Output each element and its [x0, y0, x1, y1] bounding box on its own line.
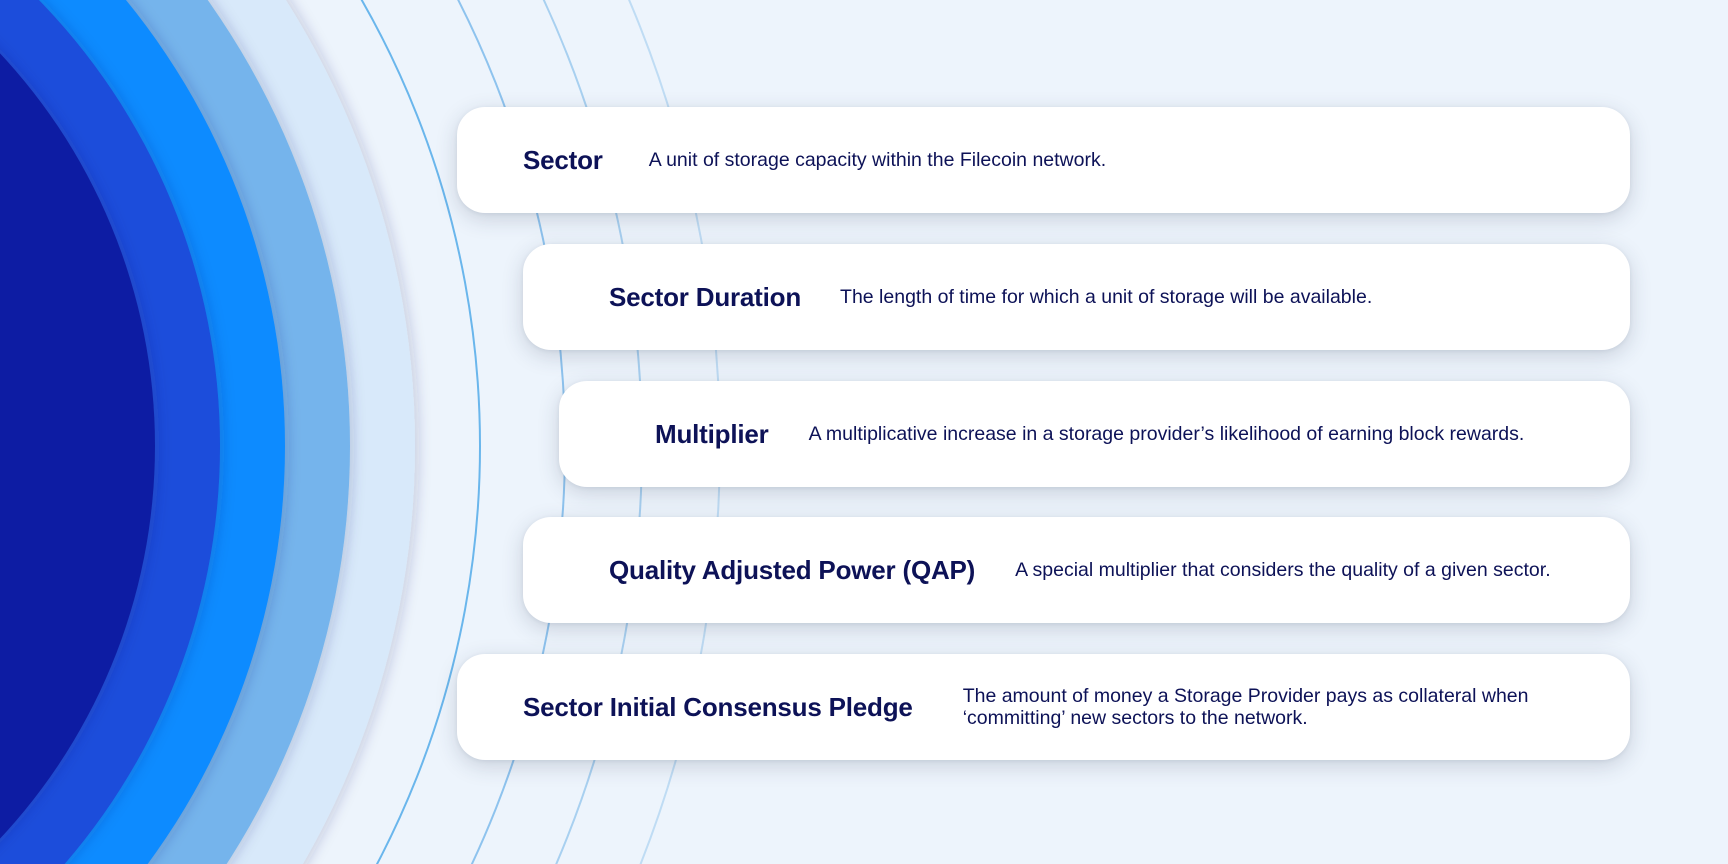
- glossary-card-multiplier: Multiplier A multiplicative increase in …: [559, 381, 1630, 487]
- term-label: Sector Initial Consensus Pledge: [523, 691, 913, 722]
- ring-darkest: [0, 53, 155, 839]
- glossary-card-initial-consensus-pledge: Sector Initial Consensus Pledge The amou…: [457, 654, 1630, 760]
- term-label: Sector Duration: [609, 281, 802, 312]
- term-description: A multiplicative increase in a storage p…: [808, 423, 1525, 445]
- term-label: Sector: [523, 144, 603, 175]
- term-description: The amount of money a Storage Provider p…: [962, 685, 1529, 729]
- outer-arc-line: [360, 0, 481, 864]
- term-description: The length of time for which a unit of s…: [840, 286, 1373, 308]
- glossary-card-qap: Quality Adjusted Power (QAP) A special m…: [523, 517, 1630, 623]
- term-description: A unit of storage capacity within the Fi…: [648, 149, 1107, 171]
- term-label: Multiplier: [655, 418, 769, 449]
- glossary-card-sector: Sector A unit of storage capacity within…: [457, 107, 1630, 213]
- term-label: Quality Adjusted Power (QAP): [609, 554, 976, 585]
- term-description: A special multiplier that considers the …: [1015, 559, 1551, 581]
- glossary-card-sector-duration: Sector Duration The length of time for w…: [523, 244, 1630, 350]
